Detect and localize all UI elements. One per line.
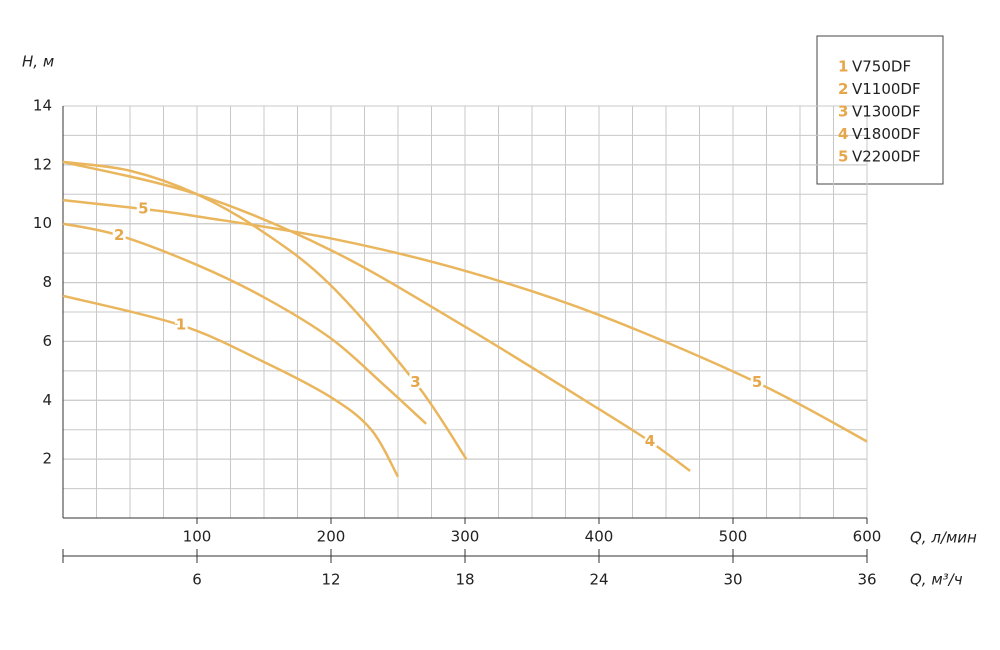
legend-label: V2200DF <box>852 148 921 166</box>
legend-number: 3 <box>838 103 848 121</box>
legend-label: V1100DF <box>852 80 921 98</box>
curve-label: 5 <box>752 373 762 391</box>
curve-label: 4 <box>645 432 655 450</box>
curve <box>62 160 468 460</box>
legend-number: 2 <box>838 80 848 98</box>
legend-box <box>816 35 944 185</box>
x2-tick-label: 24 <box>589 571 608 589</box>
x2-axis-title: Q, м³/ч <box>910 571 963 589</box>
x-tick-label: 200 <box>317 528 346 546</box>
x2-tick-label: 12 <box>321 571 340 589</box>
curve <box>62 160 691 472</box>
x-axis-title: Q, л/мин <box>910 529 977 547</box>
legend-label: V1800DF <box>852 125 921 143</box>
curve-label: 2 <box>114 226 124 244</box>
y-tick-label: 6 <box>42 332 52 350</box>
curve <box>62 294 400 478</box>
x2-tick-label: 36 <box>857 571 876 589</box>
x2-tick-label: 6 <box>192 571 202 589</box>
curve-label: 5 <box>138 200 148 218</box>
x-tick-label: 400 <box>585 528 614 546</box>
x-tick-label: 300 <box>451 528 480 546</box>
x-tick-label: 500 <box>719 528 748 546</box>
y-tick-label: 14 <box>33 97 52 115</box>
legend-label: V750DF <box>852 58 911 76</box>
legend-number: 5 <box>838 148 848 166</box>
curve-label: 3 <box>410 373 420 391</box>
x-tick-label: 600 <box>853 528 882 546</box>
curve <box>62 198 868 443</box>
curve-label: 1 <box>176 316 186 334</box>
legend-label: V1300DF <box>852 103 921 121</box>
x2-tick-label: 18 <box>455 571 474 589</box>
curve <box>62 222 427 425</box>
y-tick-label: 4 <box>42 391 52 409</box>
legend-number: 4 <box>838 125 848 143</box>
x-tick-label: 100 <box>183 528 212 546</box>
y-axis-title: H, м <box>22 53 54 71</box>
y-tick-label: 12 <box>33 155 52 173</box>
y-tick-label: 10 <box>33 214 52 232</box>
y-tick-label: 8 <box>42 273 52 291</box>
legend-number: 1 <box>838 58 848 76</box>
x2-tick-label: 30 <box>723 571 742 589</box>
y-tick-label: 2 <box>42 450 52 468</box>
